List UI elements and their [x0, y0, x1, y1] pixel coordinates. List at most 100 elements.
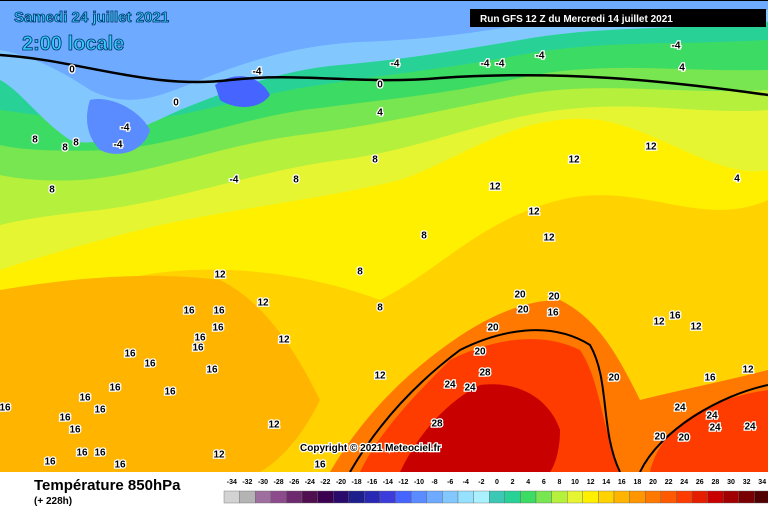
- legend-title: Température 850hPa: [34, 477, 181, 494]
- contour-label: 12: [213, 450, 225, 461]
- scale-tick-label: 24: [680, 479, 688, 486]
- contour-label: 16: [192, 343, 204, 354]
- map-time: 2:00 locale: [22, 33, 124, 55]
- contour-label: 20: [608, 373, 620, 384]
- scale-swatch: [364, 490, 381, 504]
- contour-label: 20: [678, 433, 690, 444]
- scale-swatch: [535, 490, 552, 504]
- contour-label: 12: [374, 371, 386, 382]
- contour-label: 12: [214, 270, 226, 281]
- contour-label: 8: [73, 138, 79, 149]
- scale-tick-label: 14: [602, 479, 610, 486]
- scale-swatch: [707, 490, 724, 504]
- contour-label: 28: [431, 419, 443, 430]
- legend-subtitle: (+ 228h): [34, 496, 72, 507]
- contour-label: 12: [489, 182, 501, 193]
- scale-tick-label: 18: [634, 479, 642, 486]
- scale-tick-label: 0: [495, 479, 499, 486]
- contour-label: 8: [421, 231, 427, 242]
- contour-label: 24: [744, 422, 756, 433]
- scale-tick-label: 28: [712, 479, 720, 486]
- contour-label: 16: [114, 460, 126, 471]
- contour-label: 8: [293, 175, 299, 186]
- contour-label: 16: [164, 387, 176, 398]
- contour-label: 28: [479, 368, 491, 379]
- contour-label: 16: [704, 373, 716, 384]
- contour-label: 12: [690, 322, 702, 333]
- contour-label: 4: [734, 174, 740, 185]
- scale-tick-label: 20: [649, 479, 657, 486]
- contour-label: 20: [548, 292, 560, 303]
- contour-label: 8: [62, 143, 68, 154]
- scale-tick-label: 26: [696, 479, 704, 486]
- contour-label: 16: [59, 413, 71, 424]
- contour-label: 4: [377, 108, 383, 119]
- map-background: [0, 0, 768, 473]
- scale-swatch: [223, 490, 240, 504]
- copyright: Copyright © 2021 Meteociel.fr: [300, 443, 441, 454]
- contour-label: 16: [124, 349, 136, 360]
- contour-label: 24: [674, 403, 686, 414]
- contour-label: 12: [653, 317, 665, 328]
- scale-swatch: [239, 490, 256, 504]
- scale-swatch: [660, 490, 677, 504]
- contour-label: 24: [444, 380, 456, 391]
- scale-tick-label: 4: [526, 479, 530, 486]
- scale-swatch: [379, 490, 396, 504]
- scale-swatch: [598, 490, 615, 504]
- contour-label: 0: [69, 65, 75, 76]
- contour-label: 16: [213, 306, 225, 317]
- scale-swatch: [754, 490, 768, 504]
- scale-tick-label: -32: [242, 479, 252, 486]
- scale-tick-label: -22: [320, 479, 330, 486]
- contour-label: 16: [94, 405, 106, 416]
- scale-tick-label: 16: [618, 479, 626, 486]
- scale-swatch: [613, 490, 630, 504]
- scale-tick-label: -20: [336, 479, 346, 486]
- contour-label: -4: [230, 175, 239, 186]
- contour-label: 20: [487, 323, 499, 334]
- contour-label: 16: [76, 448, 88, 459]
- scale-swatch: [723, 490, 740, 504]
- contour-label: 12: [528, 207, 540, 218]
- contour-label: 16: [314, 460, 326, 471]
- color-scale: -34 -32 -30 -28 -26 -24 -22 -20 -18 -16 -14 -12 -10-…: [223, 479, 768, 504]
- contour-label: 16: [109, 383, 121, 394]
- contour-label: -4: [391, 59, 400, 70]
- scale-swatch: [551, 490, 568, 504]
- scale-swatch: [254, 490, 271, 504]
- contour-label: 16: [194, 333, 206, 344]
- scale-tick-label: -34: [227, 479, 237, 486]
- scale-swatch: [567, 490, 584, 504]
- scale-swatch: [317, 490, 334, 504]
- contour-label: 4: [679, 63, 685, 74]
- scale-tick-label: 6: [542, 479, 546, 486]
- contour-label: 16: [79, 393, 91, 404]
- contour-label: 0: [173, 98, 179, 109]
- scale-tick-label: -24: [305, 479, 315, 486]
- scale-swatch: [629, 490, 646, 504]
- contour-label: 16: [44, 457, 56, 468]
- contour-label: 20: [517, 305, 529, 316]
- contour-label: 20: [474, 347, 486, 358]
- scale-tick-label: -2: [478, 479, 484, 486]
- contour-label: 24: [709, 423, 721, 434]
- scale-swatch: [333, 490, 350, 504]
- scale-tick-label: 22: [665, 479, 673, 486]
- scale-tick-label: -8: [431, 479, 437, 486]
- contour-label: 16: [0, 403, 11, 414]
- contour-label: -4: [481, 59, 490, 70]
- contour-label: 16: [94, 448, 106, 459]
- scale-tick-label: -4: [463, 479, 469, 486]
- scale-swatch: [301, 490, 318, 504]
- contour-label: 8: [49, 185, 55, 196]
- scale-swatch: [473, 490, 490, 504]
- scale-swatch: [348, 490, 365, 504]
- scale-tick-label: 10: [571, 479, 579, 486]
- run-box: [470, 9, 766, 27]
- contour-label: 20: [514, 290, 526, 301]
- run-info: Run GFS 12 Z du Mercredi 14 juillet 2021: [480, 14, 673, 25]
- scale-swatch: [286, 490, 303, 504]
